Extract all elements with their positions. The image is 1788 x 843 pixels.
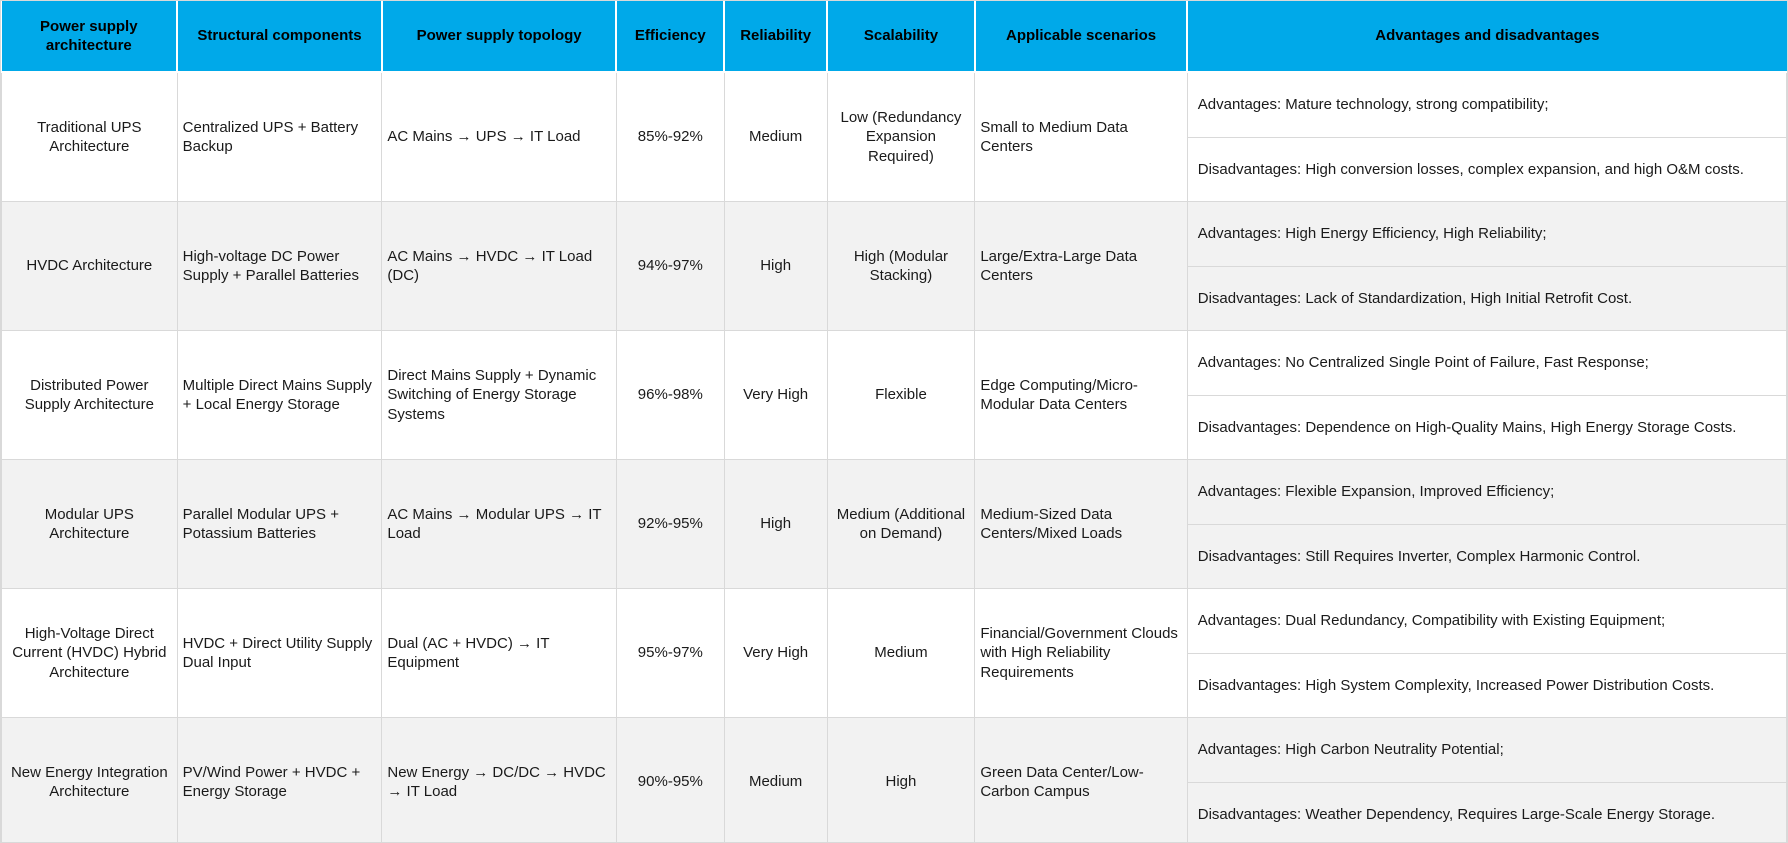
cell-scenarios: Green Data Center/Low-Carbon Campus: [974, 717, 1188, 842]
column-header-architecture: Power supply architecture: [1, 1, 179, 73]
cell-architecture: Modular UPS Architecture: [1, 459, 178, 589]
cell-components: PV/Wind Power + HVDC + Energy Storage: [176, 717, 383, 842]
cell-reliability: Very High: [723, 330, 828, 460]
advantages-split: Advantages: Mature technology, strong co…: [1187, 73, 1786, 201]
cell-topology: AC Mains → Modular UPS → IT Load: [381, 459, 617, 589]
cell-reliability: High: [723, 459, 828, 589]
cell-advantages-disadvantages: Advantages: Flexible Expansion, Improved…: [1186, 459, 1787, 589]
cell-scenarios: Medium-Sized Data Centers/Mixed Loads: [974, 459, 1188, 589]
cell-reliability: Medium: [723, 71, 828, 202]
table-row: HVDC Architecture High-voltage DC Power …: [1, 201, 1787, 331]
disadvantages-text: Disadvantages: Still Requires Inverter, …: [1187, 524, 1786, 588]
column-header-efficiency: Efficiency: [616, 1, 726, 73]
cell-advantages-disadvantages: Advantages: No Centralized Single Point …: [1186, 330, 1787, 460]
advantages-split: Advantages: Flexible Expansion, Improved…: [1187, 460, 1786, 588]
cell-advantages-disadvantages: Advantages: High Carbon Neutrality Poten…: [1186, 717, 1787, 842]
advantages-split: Advantages: Dual Redundancy, Compatibili…: [1187, 589, 1786, 717]
cell-advantages-disadvantages: Advantages: Mature technology, strong co…: [1186, 71, 1787, 202]
advantages-text: Advantages: High Energy Efficiency, High…: [1197, 225, 1547, 243]
cell-scalability: Medium: [826, 588, 976, 718]
table-body: Traditional UPS Architecture Centralized…: [1, 71, 1787, 842]
cell-reliability: Medium: [723, 717, 828, 842]
table-row: High-Voltage Direct Current (HVDC) Hybri…: [1, 588, 1787, 718]
advantages-text: Advantages: Mature technology, strong co…: [1197, 96, 1549, 114]
cell-scenarios: Small to Medium Data Centers: [974, 71, 1188, 202]
column-header-reliability: Reliability: [724, 1, 829, 73]
cell-efficiency: 90%-95%: [615, 717, 725, 842]
cell-architecture: HVDC Architecture: [1, 201, 178, 331]
cell-advantages-disadvantages: Advantages: Dual Redundancy, Compatibili…: [1186, 588, 1787, 718]
cell-scenarios: Financial/Government Clouds with High Re…: [974, 588, 1188, 718]
cell-efficiency: 94%-97%: [615, 201, 725, 331]
cell-architecture: New Energy Integration Architecture: [1, 717, 178, 842]
cell-scalability: High: [826, 717, 976, 842]
cell-advantages-disadvantages: Advantages: High Energy Efficiency, High…: [1186, 201, 1787, 331]
cell-scalability: Flexible: [826, 330, 976, 460]
cell-scalability: High (Modular Stacking): [826, 201, 976, 331]
table-row: Modular UPS Architecture Parallel Modula…: [1, 459, 1787, 589]
cell-topology: AC Mains → HVDC → IT Load (DC): [381, 201, 617, 331]
cell-topology: AC Mains → UPS → IT Load: [381, 71, 617, 202]
advantages-split: Advantages: High Energy Efficiency, High…: [1187, 202, 1786, 330]
cell-components: High-voltage DC Power Supply + Parallel …: [176, 201, 383, 331]
column-header-topology: Power supply topology: [381, 1, 618, 73]
cell-reliability: High: [723, 201, 828, 331]
cell-components: HVDC + Direct Utility Supply Dual Input: [176, 588, 383, 718]
cell-efficiency: 85%-92%: [615, 71, 725, 202]
advantages-split: Advantages: No Centralized Single Point …: [1187, 331, 1786, 459]
table-row: New Energy Integration Architecture PV/W…: [1, 717, 1787, 842]
column-header-advantages: Advantages and disadvantages: [1187, 1, 1787, 73]
disadvantages-text: Disadvantages: High System Complexity, I…: [1187, 653, 1786, 717]
table-header: Power supply architecture Structural com…: [1, 1, 1787, 73]
disadvantages-text: Disadvantages: Weather Dependency, Requi…: [1187, 782, 1786, 842]
cell-topology: Direct Mains Supply + Dynamic Switching …: [381, 330, 617, 460]
cell-reliability: Very High: [723, 588, 828, 718]
cell-architecture: Distributed Power Supply Architecture: [1, 330, 178, 460]
table-row: Distributed Power Supply Architecture Mu…: [1, 330, 1787, 460]
cell-scenarios: Large/Extra-Large Data Centers: [974, 201, 1188, 331]
cell-efficiency: 92%-95%: [615, 459, 725, 589]
cell-architecture: High-Voltage Direct Current (HVDC) Hybri…: [1, 588, 178, 718]
advantages-text: Advantages: High Carbon Neutrality Poten…: [1197, 741, 1504, 759]
header-row: Power supply architecture Structural com…: [1, 1, 1787, 73]
advantages-text: Advantages: No Centralized Single Point …: [1197, 354, 1649, 372]
column-header-scalability: Scalability: [827, 1, 976, 73]
cell-topology: New Energy → DC/DC → HVDC → IT Load: [381, 717, 617, 842]
cell-efficiency: 95%-97%: [615, 588, 725, 718]
table-row: Traditional UPS Architecture Centralized…: [1, 71, 1787, 202]
disadvantages-text: Disadvantages: Lack of Standardization, …: [1187, 266, 1786, 330]
cell-components: Parallel Modular UPS + Potassium Batteri…: [176, 459, 383, 589]
cell-components: Centralized UPS + Battery Backup: [176, 71, 383, 202]
cell-scalability: Medium (Additional on Demand): [826, 459, 976, 589]
cell-topology: Dual (AC + HVDC) → IT Equipment: [381, 588, 617, 718]
cell-scalability: Low (Redundancy Expansion Required): [826, 71, 976, 202]
advantages-split: Advantages: High Carbon Neutrality Poten…: [1187, 718, 1786, 842]
disadvantages-text: Disadvantages: High conversion losses, c…: [1187, 137, 1786, 201]
cell-scenarios: Edge Computing/Micro-Modular Data Center…: [974, 330, 1188, 460]
column-header-components: Structural components: [177, 1, 383, 73]
cell-architecture: Traditional UPS Architecture: [1, 71, 178, 202]
column-header-scenarios: Applicable scenarios: [974, 1, 1189, 73]
cell-efficiency: 96%-98%: [615, 330, 725, 460]
advantages-text: Advantages: Dual Redundancy, Compatibili…: [1197, 612, 1666, 630]
cell-components: Multiple Direct Mains Supply + Local Ene…: [176, 330, 383, 460]
advantages-text: Advantages: Flexible Expansion, Improved…: [1197, 483, 1555, 501]
disadvantages-text: Disadvantages: Dependence on High-Qualit…: [1187, 395, 1786, 459]
